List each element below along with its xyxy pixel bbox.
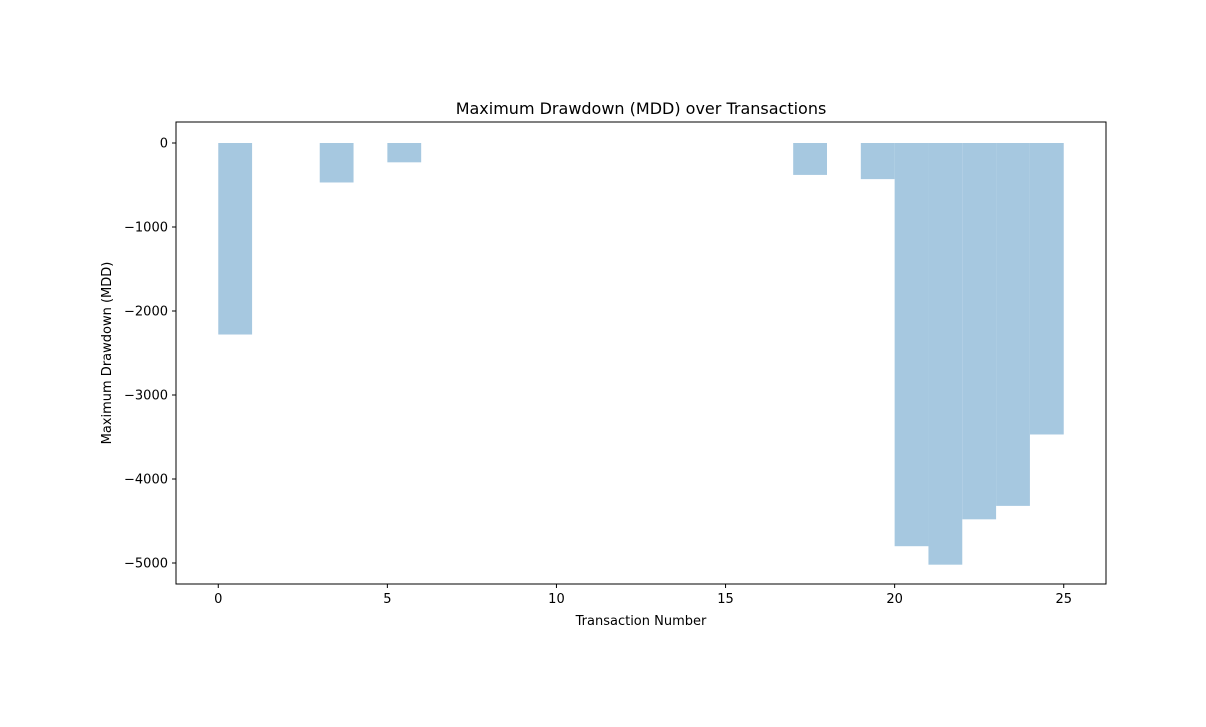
y-tick-label-0: 0 bbox=[160, 137, 168, 152]
y-axis: 0 −1000 −2000 −3000 −4000 −5000 bbox=[124, 137, 176, 572]
x-tick-label-20: 20 bbox=[886, 592, 903, 607]
bar-17 bbox=[793, 143, 827, 175]
x-tick-label-10: 10 bbox=[548, 592, 565, 607]
bar-19 bbox=[860, 143, 895, 180]
chart-title: Maximum Drawdown (MDD) over Transactions bbox=[456, 99, 827, 118]
bar-21 bbox=[928, 143, 963, 565]
y-axis-label: Maximum Drawdown (MDD) bbox=[100, 262, 115, 445]
x-tick-label-25: 25 bbox=[1055, 592, 1072, 607]
bar-0 bbox=[218, 143, 253, 335]
plot-frame bbox=[175, 121, 1107, 585]
bar-24 bbox=[1029, 143, 1064, 435]
bar-5 bbox=[387, 143, 422, 163]
y-tick-label--3000: −3000 bbox=[124, 389, 168, 404]
x-axis: 0 5 10 15 20 25 bbox=[214, 584, 1072, 607]
y-tick-label--5000: −5000 bbox=[124, 557, 168, 572]
bar-22 bbox=[962, 143, 997, 520]
y-tick-label--2000: −2000 bbox=[124, 305, 168, 320]
y-tick-label--4000: −4000 bbox=[124, 473, 168, 488]
y-tick-label--1000: −1000 bbox=[124, 221, 168, 236]
x-axis-label: Transaction Number bbox=[575, 614, 707, 629]
bars-group bbox=[218, 143, 1064, 565]
bar-20 bbox=[894, 143, 929, 547]
x-tick-label-5: 5 bbox=[383, 592, 391, 607]
bar-3 bbox=[319, 143, 354, 183]
x-tick-label-0: 0 bbox=[214, 592, 222, 607]
bar-23 bbox=[996, 143, 1030, 506]
x-tick-label-15: 15 bbox=[717, 592, 734, 607]
